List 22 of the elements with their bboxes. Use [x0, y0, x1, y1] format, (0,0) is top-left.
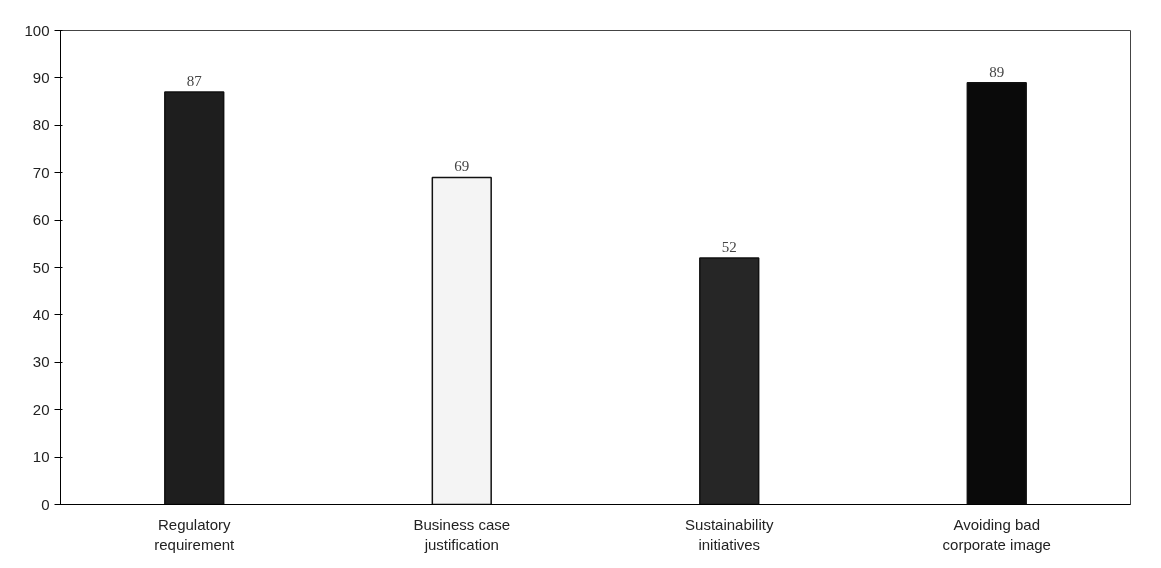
y-tick-label: 40 — [32, 305, 50, 323]
bar — [164, 91, 225, 505]
x-tick-label: Avoiding bad corporate image — [942, 515, 1051, 553]
data-label: 87 — [186, 73, 203, 90]
y-tick-label: 80 — [32, 116, 50, 134]
y-tick-label: 70 — [32, 163, 50, 181]
y-tick-label: 10 — [32, 448, 50, 466]
y-tick-label: 0 — [41, 495, 50, 513]
y-tick-label: 60 — [32, 211, 50, 229]
data-label: 69 — [454, 158, 470, 175]
x-tick-label: Sustainability initiatives — [685, 515, 774, 553]
x-tick-label: Regulatory requirement — [154, 515, 236, 553]
y-tick-label: 50 — [32, 258, 50, 276]
data-label: 89 — [989, 63, 1005, 80]
data-label: 52 — [721, 239, 737, 256]
bar — [699, 257, 760, 505]
y-tick-label: 100 — [24, 21, 50, 39]
bar — [431, 176, 492, 505]
x-tick-label: Business case justification — [413, 515, 511, 553]
y-tick-label: 20 — [32, 400, 50, 418]
y-tick-label: 90 — [32, 68, 50, 86]
y-tick-label: 30 — [32, 353, 50, 371]
